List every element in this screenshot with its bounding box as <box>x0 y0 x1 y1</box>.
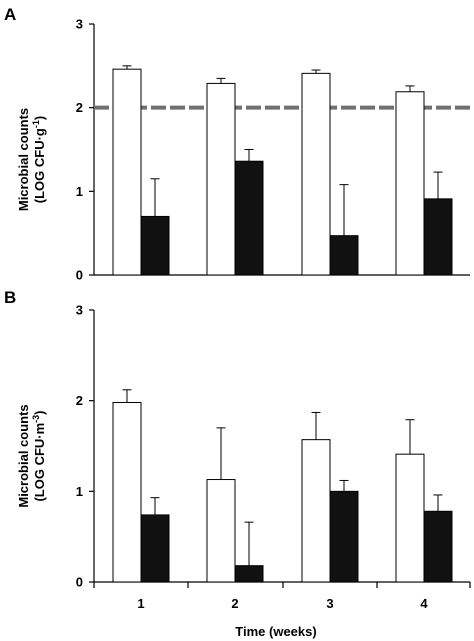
bar-series1-week4 <box>395 91 425 276</box>
bar-series2-week1 <box>140 215 170 276</box>
bar-series1-week1 <box>112 68 142 276</box>
x-tick-label: 4 <box>420 596 428 611</box>
y-axis-title-superscript: -1 <box>31 120 41 128</box>
x-tick-label: 2 <box>231 596 238 611</box>
y-tick-label: 1 <box>76 484 83 499</box>
bar-series1-week1 <box>112 401 142 583</box>
y-axis-title: Microbial counts(LOG CFU·m-3) <box>16 404 47 507</box>
bar-series1-week2 <box>206 82 236 276</box>
bar-series2-week3 <box>329 490 359 583</box>
bar-series1-week4 <box>395 453 425 583</box>
y-axis-title-superscript: -3 <box>31 415 41 423</box>
x-axis-title: Time (weeks) <box>235 624 316 639</box>
y-axis-title-line1: Microbial counts <box>16 108 31 211</box>
y-axis-title-line1: Microbial counts <box>16 404 31 507</box>
y-axis-title-line2: (LOG CFU·g <box>32 128 47 203</box>
y-tick-label: 2 <box>76 100 83 115</box>
y-axis-title-close: ) <box>32 116 47 120</box>
x-tick-label: 3 <box>326 596 333 611</box>
chart-panel-a: A 0 1 2 3 Microbial counts(LOG CFU·g-1) <box>4 5 470 283</box>
y-tick-label: 3 <box>76 17 83 32</box>
x-tick-label: 1 <box>137 596 144 611</box>
panel-letter: A <box>4 5 16 24</box>
bar-series1-week2 <box>206 479 236 583</box>
y-tick-label: 1 <box>76 184 83 199</box>
bar-series2-week2 <box>234 565 264 583</box>
y-tick-label: 0 <box>76 268 83 283</box>
bar-series1-week3 <box>301 72 331 276</box>
y-tick-label: 0 <box>76 575 83 590</box>
bar-series2-week2 <box>234 160 264 276</box>
bar-series2-week1 <box>140 514 170 583</box>
bar-series2-week4 <box>423 510 453 583</box>
chart-panel-b: B 0 1 2 3 Microbial counts(LOG CFU·m-3) 1 2 3 4 Ti… <box>4 288 471 639</box>
y-tick-label: 3 <box>76 303 83 318</box>
y-axis-title-close: ) <box>32 410 47 414</box>
y-tick-label: 2 <box>76 393 83 408</box>
y-axis-title-line2: (LOG CFU·m <box>32 423 47 502</box>
bar-series1-week3 <box>301 439 331 583</box>
y-axis-title: Microbial counts(LOG CFU·g-1) <box>16 108 47 211</box>
panel-letter: B <box>4 288 16 307</box>
bar-series2-week4 <box>423 198 453 276</box>
bar-series2-week3 <box>329 235 359 276</box>
